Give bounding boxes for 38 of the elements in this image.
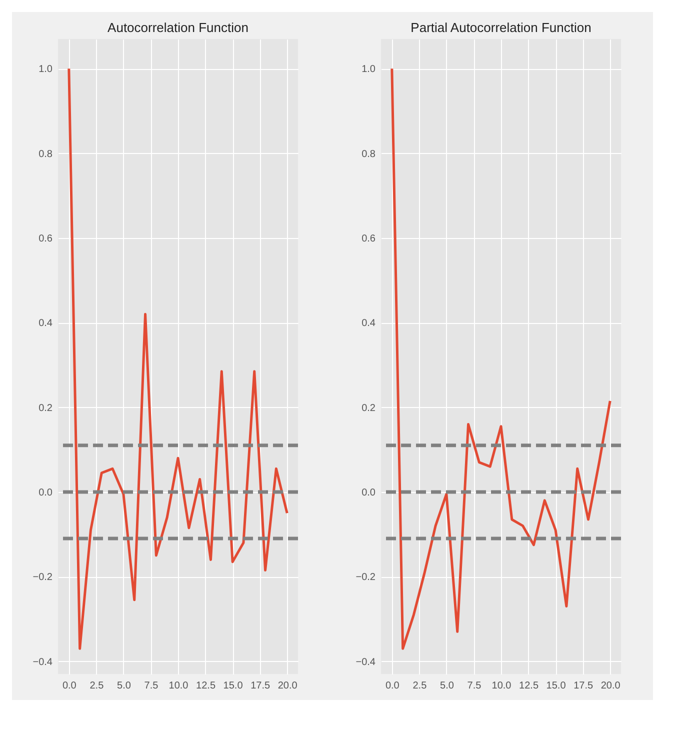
x-tick-label: 20.0 (600, 680, 621, 692)
y-tick-label: −0.4 (356, 656, 376, 668)
x-tick-label: 2.5 (90, 680, 104, 692)
y-tick-label: 1.0 (38, 64, 53, 76)
x-tick-label: 15.0 (223, 680, 244, 692)
x-tick-label: 2.5 (412, 680, 428, 692)
x-tick-label: 20.0 (278, 680, 298, 692)
x-tick-label: 0.0 (385, 680, 400, 692)
x-tick-label: 7.5 (144, 680, 159, 692)
chart-title: Partial Autocorrelation Function (410, 20, 592, 35)
line-series (390, 67, 612, 650)
x-tick-label: 10.0 (492, 680, 512, 692)
y-tick-label: 0.2 (362, 402, 376, 414)
y-tick-label: 0.6 (362, 233, 376, 244)
x-tick-label: 10.0 (168, 680, 189, 692)
y-tick-label: −0.4 (32, 656, 53, 668)
x-tick-label: 5.0 (440, 680, 454, 692)
y-tick-label: 0.2 (38, 402, 53, 414)
x-tick-label: 15.0 (546, 680, 566, 692)
x-tick-label: 12.5 (519, 680, 539, 692)
y-tick-label: 0.4 (362, 318, 376, 330)
line-series (68, 67, 288, 650)
y-tick-label: 0.8 (38, 148, 53, 160)
y-tick-label: 0.0 (362, 487, 376, 498)
x-tick-label: 0.0 (62, 680, 77, 692)
y-tick-label: 0.8 (362, 148, 376, 160)
y-tick-label: 0.6 (38, 233, 53, 244)
y-tick-label: −0.2 (356, 572, 376, 584)
x-tick-label: 7.5 (467, 680, 482, 692)
x-tick-label: 12.5 (196, 680, 216, 692)
y-tick-label: −0.2 (32, 572, 53, 584)
x-tick-label: 17.5 (574, 680, 594, 692)
x-tick-label: 5.0 (117, 680, 132, 692)
y-tick-label: 0.0 (38, 487, 53, 498)
y-tick-label: 1.0 (362, 64, 376, 76)
chart-title: Autocorrelation Function (108, 20, 248, 35)
y-tick-label: 0.4 (38, 318, 53, 330)
x-tick-label: 17.5 (250, 680, 270, 692)
